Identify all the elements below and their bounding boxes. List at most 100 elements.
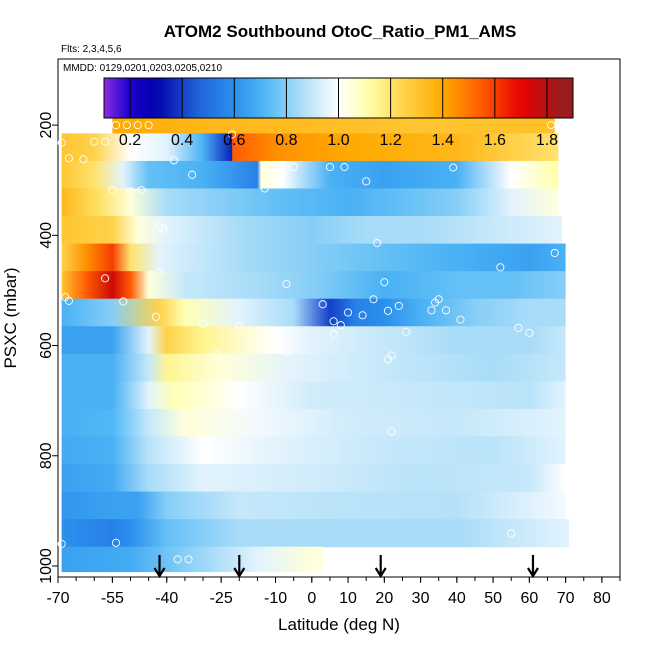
heatmap-band (61, 436, 566, 465)
heatmap-layer (61, 109, 570, 573)
sample-point (282, 347, 291, 356)
sample-point (57, 138, 66, 147)
colorbar-tick-label: 1.0 (327, 132, 349, 149)
sample-point (101, 137, 110, 146)
sample-point (441, 306, 451, 315)
sample-point (188, 170, 197, 179)
colorbar-tick-label: 1.8 (536, 132, 558, 149)
sample-point (159, 224, 168, 233)
sample-point (198, 319, 208, 328)
sample-point (282, 279, 291, 288)
sample-point (111, 538, 121, 547)
sample-point (260, 184, 269, 193)
sample-point (122, 121, 131, 130)
sample-point (227, 130, 237, 139)
sample-point (340, 162, 349, 172)
flight-arrow (527, 555, 539, 579)
sample-point (64, 154, 73, 163)
sample-point (362, 177, 371, 186)
sample-point (79, 155, 88, 164)
sample-point (137, 186, 146, 195)
heatmap-band (61, 133, 559, 162)
sample-point (119, 297, 128, 306)
sample-point (184, 555, 193, 564)
y-tick-label: 400 (38, 222, 55, 249)
y-tick-label: 200 (38, 112, 55, 139)
colorbar: 0.2 0.4 0.6 0.8 1.0 1.2 1.4 1.6 1.8 (103, 77, 574, 149)
sample-point (431, 298, 440, 307)
sample-point (213, 349, 222, 358)
y-tick-label: 1000 (38, 548, 55, 584)
sample-point (318, 300, 327, 309)
plot-frame (57, 58, 621, 578)
sample-point (402, 327, 411, 336)
heatmap-band (61, 408, 566, 438)
x-tick-label: 10 (339, 590, 357, 607)
flights-note: Flts: 2,3,4,5,6 (61, 44, 122, 55)
sample-point (383, 355, 392, 364)
sample-point (289, 162, 298, 172)
sample-points-layer (57, 121, 559, 564)
sample-point (155, 223, 164, 232)
heatmap-band (61, 243, 566, 272)
y-axis: 200 400 600 800 1000 (38, 112, 58, 584)
sample-point (64, 296, 73, 305)
x-axis-label: Latitude (deg N) (278, 615, 400, 634)
x-tick-label: 30 (412, 590, 430, 607)
y-tick-label: 600 (38, 332, 55, 359)
x-tick-label: 70 (557, 590, 575, 607)
x-tick-label: 50 (484, 590, 502, 607)
sample-point (547, 121, 556, 130)
y-tick-label: 800 (38, 442, 55, 469)
colorbar-tick-label: 1.4 (432, 132, 454, 149)
sample-point (394, 301, 403, 310)
sample-point (383, 306, 392, 315)
heatmap-band (61, 160, 559, 190)
chart-title: ATOM2 Southbound OtoC_Ratio_PM1_AMS (164, 22, 517, 41)
colorbar-tick-label: 1.2 (379, 132, 401, 149)
sample-point (336, 321, 345, 330)
heatmap-band (61, 381, 566, 410)
heatmap-band (61, 519, 570, 548)
sample-point (496, 263, 505, 272)
colorbar-tick-label: 0.2 (119, 132, 141, 149)
heatmap-band (61, 326, 566, 355)
sample-point (449, 163, 458, 172)
sample-point (507, 529, 516, 538)
heatmap-band (61, 298, 566, 327)
flight-arrow (153, 555, 166, 579)
flight-arrow (233, 555, 246, 579)
x-tick-label: 60 (520, 590, 538, 607)
sample-point (108, 186, 117, 195)
sample-point (369, 295, 378, 304)
sample-point (550, 248, 559, 258)
x-tick-label: 40 (448, 590, 466, 607)
x-tick-label: -25 (210, 590, 233, 607)
heatmap-band (61, 491, 566, 520)
sample-point (387, 427, 396, 436)
heatmap-band (61, 464, 566, 493)
colorbar-tick-label: 1.6 (484, 132, 506, 149)
x-tick-label: -10 (264, 590, 287, 607)
sample-point (155, 268, 164, 277)
colorbar-tick-label: 0.8 (275, 132, 297, 149)
sample-point (525, 328, 534, 337)
sample-point (329, 317, 338, 326)
sample-point (358, 311, 367, 320)
x-tick-label: -55 (101, 590, 124, 607)
sample-point (133, 121, 142, 130)
dates-note: MMDD: 0129,0201,0203,0205,0210 (63, 63, 222, 74)
sample-point (235, 322, 244, 331)
heatmap-band (61, 353, 566, 382)
sample-point (380, 278, 389, 287)
x-axis: -70 -55 -40 -25 -10 0 10 20 30 40 50 60 70 80 (46, 577, 621, 607)
sample-point (126, 187, 135, 196)
colorbar-tick-label: 0.6 (223, 132, 245, 149)
sample-point (151, 312, 160, 321)
sample-point (344, 308, 353, 317)
sample-point (144, 121, 153, 130)
x-tick-label: 0 (307, 590, 316, 607)
sample-point (130, 144, 139, 153)
y-axis-label: PSXC (mbar) (1, 267, 20, 368)
sample-point (169, 156, 179, 165)
